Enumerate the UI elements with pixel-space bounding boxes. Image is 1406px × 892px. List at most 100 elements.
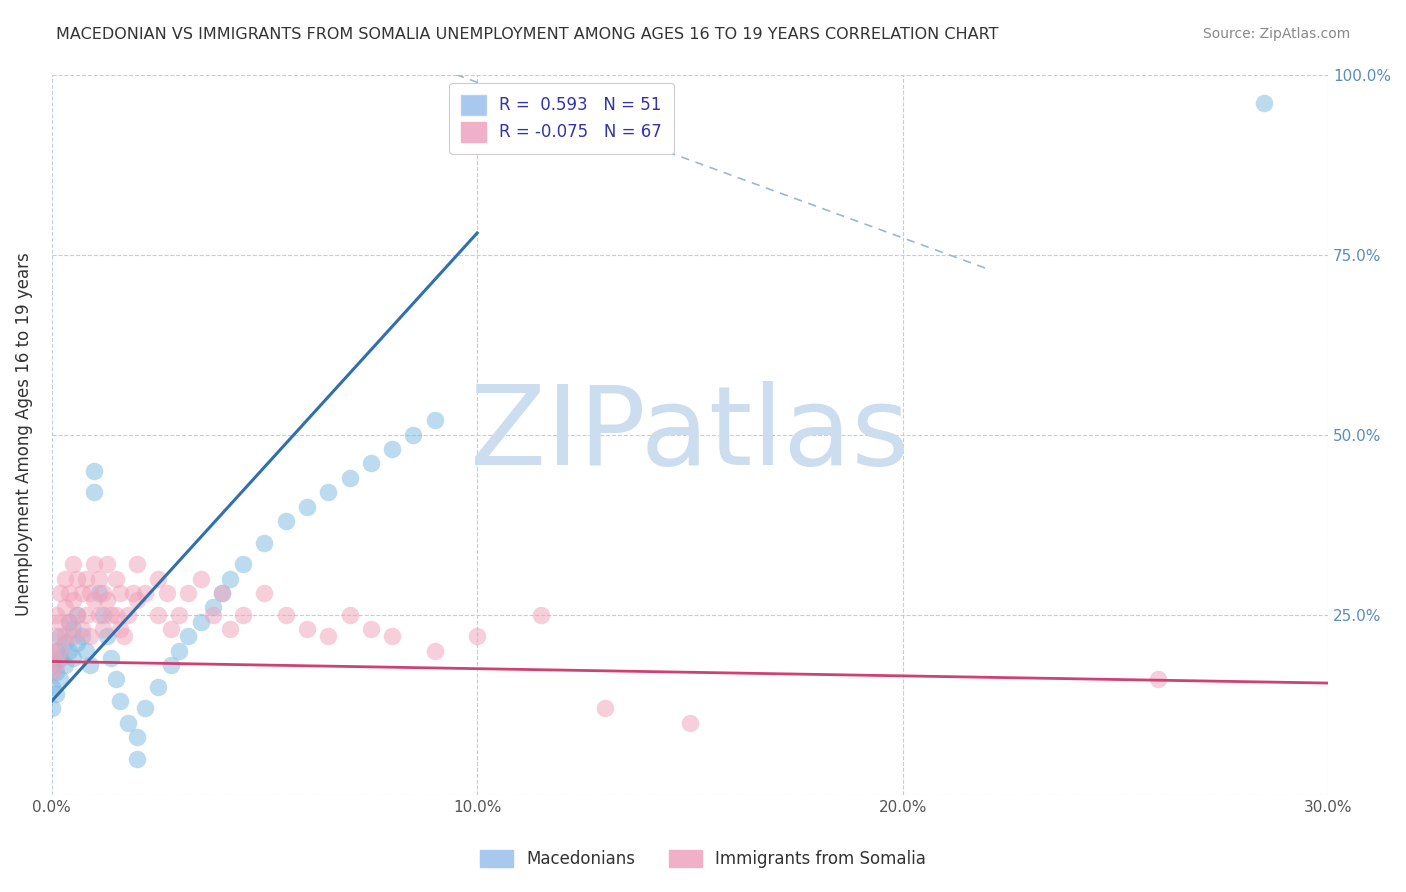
Point bbox=[117, 607, 139, 622]
Point bbox=[146, 607, 169, 622]
Point bbox=[104, 607, 127, 622]
Point bbox=[134, 701, 156, 715]
Point bbox=[87, 572, 110, 586]
Point bbox=[66, 636, 89, 650]
Point bbox=[58, 643, 80, 657]
Point bbox=[66, 607, 89, 622]
Point bbox=[211, 586, 233, 600]
Point bbox=[53, 658, 76, 673]
Point bbox=[146, 680, 169, 694]
Point bbox=[232, 558, 254, 572]
Point bbox=[339, 607, 361, 622]
Point bbox=[45, 665, 67, 680]
Point bbox=[169, 643, 191, 657]
Point bbox=[75, 607, 97, 622]
Point bbox=[66, 607, 89, 622]
Point bbox=[465, 629, 488, 643]
Point bbox=[49, 615, 72, 629]
Point bbox=[253, 586, 276, 600]
Point bbox=[62, 622, 84, 636]
Point bbox=[58, 615, 80, 629]
Point bbox=[96, 629, 118, 643]
Point bbox=[45, 629, 67, 643]
Point bbox=[41, 701, 63, 715]
Point bbox=[49, 643, 72, 657]
Point bbox=[87, 607, 110, 622]
Point bbox=[190, 572, 212, 586]
Point bbox=[156, 586, 179, 600]
Point bbox=[274, 514, 297, 528]
Point bbox=[108, 622, 131, 636]
Point bbox=[45, 687, 67, 701]
Point bbox=[117, 715, 139, 730]
Point bbox=[91, 607, 114, 622]
Point bbox=[41, 665, 63, 680]
Point bbox=[83, 593, 105, 607]
Point bbox=[49, 629, 72, 643]
Point bbox=[1147, 673, 1170, 687]
Point bbox=[339, 471, 361, 485]
Point bbox=[1253, 96, 1275, 111]
Point bbox=[295, 500, 318, 514]
Point bbox=[202, 600, 225, 615]
Point bbox=[125, 730, 148, 744]
Point bbox=[49, 651, 72, 665]
Point bbox=[41, 658, 63, 673]
Point bbox=[83, 464, 105, 478]
Text: ZIPatlas: ZIPatlas bbox=[471, 381, 910, 488]
Text: MACEDONIAN VS IMMIGRANTS FROM SOMALIA UNEMPLOYMENT AMONG AGES 16 TO 19 YEARS COR: MACEDONIAN VS IMMIGRANTS FROM SOMALIA UN… bbox=[56, 27, 998, 42]
Point bbox=[100, 607, 122, 622]
Point bbox=[108, 694, 131, 708]
Point bbox=[108, 586, 131, 600]
Point bbox=[381, 442, 404, 456]
Point bbox=[70, 629, 93, 643]
Point bbox=[177, 629, 200, 643]
Point bbox=[125, 558, 148, 572]
Point bbox=[104, 673, 127, 687]
Point bbox=[253, 535, 276, 549]
Point bbox=[53, 572, 76, 586]
Point bbox=[53, 636, 76, 650]
Point bbox=[62, 629, 84, 643]
Point bbox=[316, 485, 339, 500]
Point bbox=[274, 607, 297, 622]
Point bbox=[41, 643, 63, 657]
Text: Source: ZipAtlas.com: Source: ZipAtlas.com bbox=[1202, 27, 1350, 41]
Point bbox=[146, 572, 169, 586]
Point bbox=[66, 572, 89, 586]
Point bbox=[45, 658, 67, 673]
Point bbox=[45, 643, 67, 657]
Point bbox=[79, 586, 101, 600]
Point bbox=[112, 629, 135, 643]
Point bbox=[360, 457, 382, 471]
Point bbox=[96, 558, 118, 572]
Point bbox=[91, 586, 114, 600]
Point bbox=[75, 572, 97, 586]
Point bbox=[91, 622, 114, 636]
Point bbox=[87, 586, 110, 600]
Point bbox=[295, 622, 318, 636]
Point bbox=[125, 593, 148, 607]
Point bbox=[360, 622, 382, 636]
Point bbox=[121, 586, 143, 600]
Point bbox=[211, 586, 233, 600]
Point bbox=[70, 622, 93, 636]
Point bbox=[49, 673, 72, 687]
Point bbox=[75, 643, 97, 657]
Point bbox=[53, 629, 76, 643]
Point bbox=[530, 607, 553, 622]
Point bbox=[219, 622, 242, 636]
Point bbox=[160, 622, 183, 636]
Point bbox=[679, 715, 702, 730]
Point bbox=[316, 629, 339, 643]
Point bbox=[160, 658, 183, 673]
Point bbox=[177, 586, 200, 600]
Point bbox=[70, 586, 93, 600]
Point bbox=[41, 680, 63, 694]
Point bbox=[219, 572, 242, 586]
Point bbox=[423, 643, 446, 657]
Point bbox=[202, 607, 225, 622]
Point bbox=[83, 558, 105, 572]
Point bbox=[53, 600, 76, 615]
Point bbox=[381, 629, 404, 643]
